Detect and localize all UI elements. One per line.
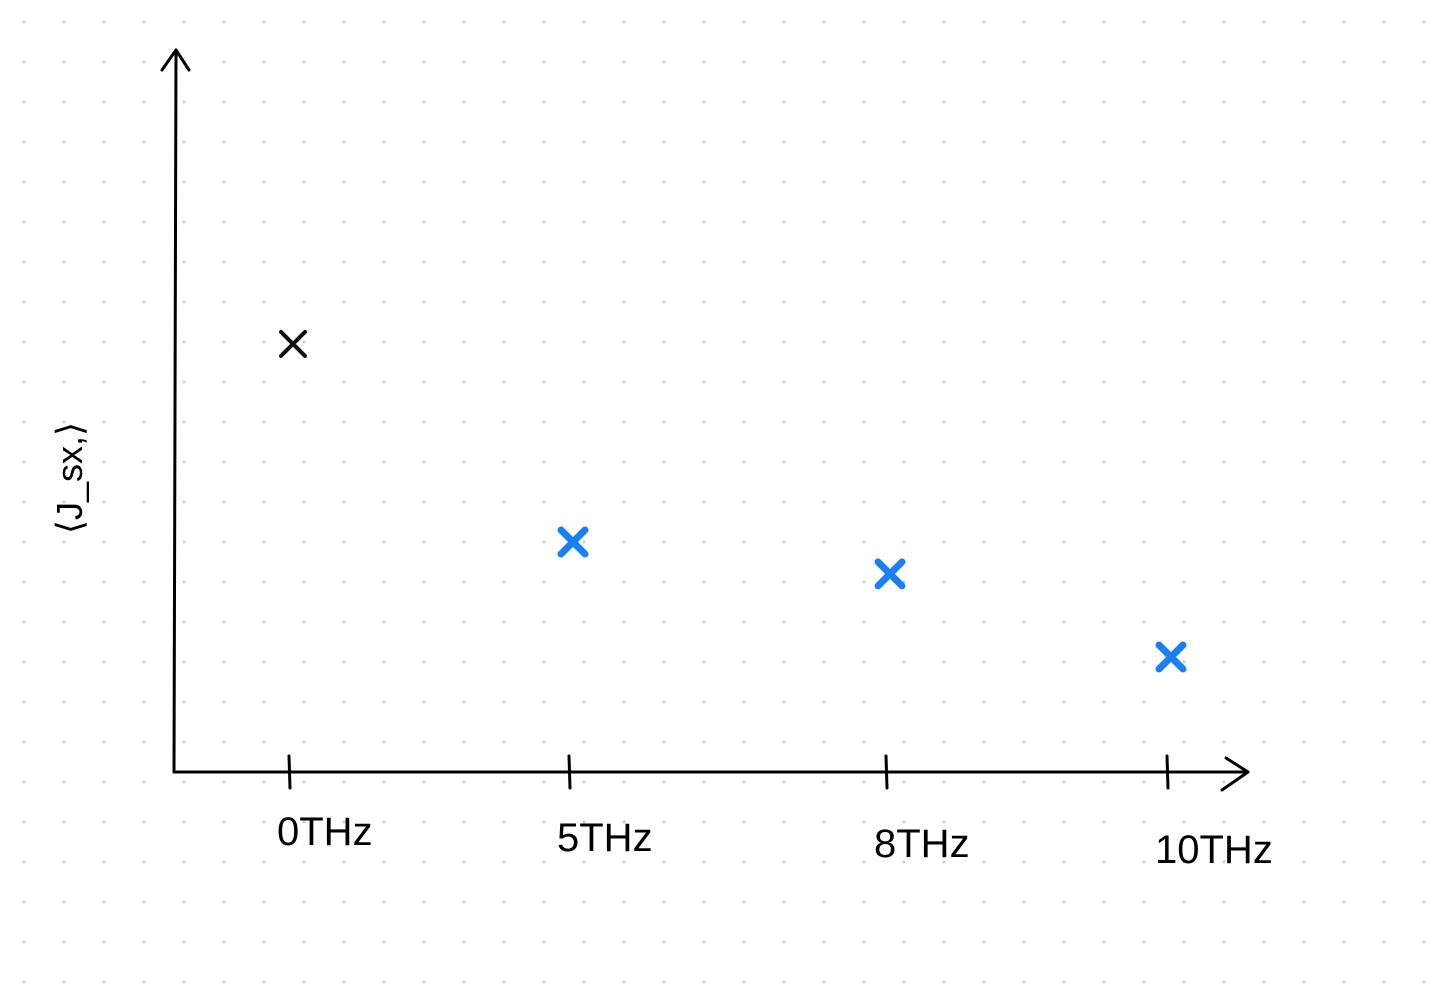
data-point-1 (557, 526, 589, 558)
x-tick-labels: 0THz 5THz 8THz 10THz (277, 810, 1273, 872)
x-tick-1 (567, 754, 572, 790)
data-point-0 (279, 329, 307, 358)
y-axis-arrowhead (160, 48, 191, 72)
x-tick-label-1: 5THz (557, 816, 653, 860)
x-tick-3 (1165, 754, 1170, 790)
x-tick-label-3: 10THz (1155, 828, 1273, 872)
x-tick-2 (884, 754, 889, 790)
y-axis (160, 48, 191, 774)
x-tick-label-2: 8THz (874, 822, 970, 866)
data-point-3 (1155, 641, 1187, 673)
x-tick-label-0: 0THz (277, 810, 373, 854)
x-ticks (287, 754, 1170, 790)
data-points (279, 329, 1187, 673)
y-axis-label: ⟨J_sx,⟩ (49, 422, 90, 534)
x-axis (172, 756, 1250, 792)
y-axis-line (172, 48, 178, 774)
x-axis-arrowhead (1220, 756, 1250, 792)
data-point-2 (874, 558, 906, 590)
x-tick-0 (287, 754, 292, 790)
